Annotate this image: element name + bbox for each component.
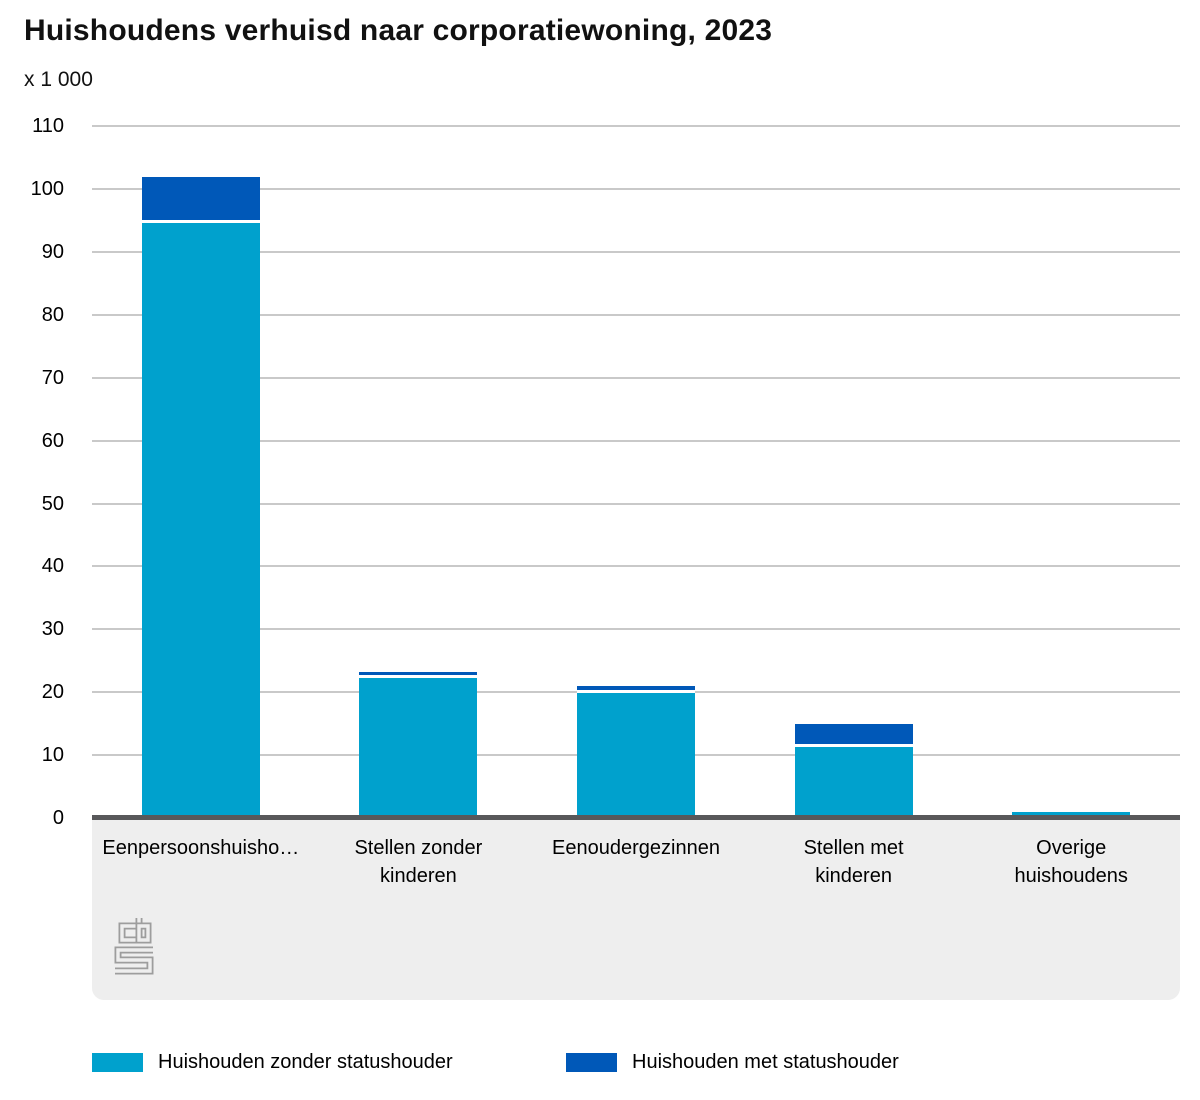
bar-2-segment-zonder-statushouder[interactable] — [577, 692, 695, 815]
chart-footer-panel — [92, 820, 1180, 1000]
gridline-y-90 — [92, 250, 1180, 253]
bar-2-segment-divider — [577, 690, 695, 694]
y-axis-tick-100: 100 — [30, 178, 64, 200]
gridline-y-70 — [92, 376, 1180, 379]
bar-3-segment-met-statushouder[interactable] — [794, 723, 913, 746]
legend-label-zonder: Huishouden zonder statushouder — [158, 1051, 453, 1073]
legend-swatch-zonder-icon — [92, 1052, 143, 1072]
y-axis-tick-110: 110 — [32, 115, 64, 138]
chart-title: Huishoudens verhuisd naar corporatiewoni… — [24, 14, 773, 47]
bar-1-segment-met-statushouder[interactable] — [359, 672, 478, 677]
y-axis-tick-20: 20 — [41, 681, 64, 704]
y-axis-tick-70: 70 — [41, 366, 64, 389]
bar-1-segment-zonder-statushouder[interactable] — [359, 676, 478, 815]
y-axis-tick-30: 30 — [41, 618, 64, 641]
gridline-y-30 — [92, 628, 1180, 631]
x-axis-label-3: Stellen met kinderen — [803, 837, 904, 887]
y-axis-tick-90: 90 — [41, 240, 64, 263]
y-axis-tick-60: 60 — [41, 429, 64, 452]
x-axis-label-1: Stellen zonder kinderen — [354, 837, 483, 887]
x-axis-label-2: Eenoudergezinnen — [552, 837, 720, 859]
legend-label-met: Huishouden met statushouder — [632, 1051, 899, 1073]
unit-label: x 1 000 — [24, 68, 93, 91]
gridline-y-40 — [92, 565, 1180, 568]
gridline-y-100 — [92, 188, 1180, 190]
gridline-y-80 — [92, 313, 1180, 316]
bar-3-segment-divider — [794, 743, 913, 747]
x-axis-line — [92, 815, 1180, 820]
gridline-y-50 — [92, 502, 1180, 505]
bar-0-segment-zonder-statushouder[interactable] — [141, 222, 260, 815]
y-axis-tick-50: 50 — [41, 492, 64, 515]
legend-item-zonder-statushouder[interactable]: Huishouden zonder statushouder — [92, 1048, 453, 1076]
x-axis-label-4: Overige huishoudens — [1014, 837, 1128, 887]
bar-0-segment-divider — [141, 220, 260, 224]
cbs-logo-icon — [114, 918, 154, 975]
bar-3-segment-zonder-statushouder[interactable] — [794, 745, 913, 815]
bar-4-segment-zonder-statushouder[interactable] — [1012, 810, 1131, 815]
bar-2-segment-met-statushouder[interactable] — [577, 686, 695, 693]
y-axis-tick-10: 10 — [41, 744, 64, 767]
y-axis-tick-80: 80 — [41, 303, 64, 326]
x-axis-label-0: Eenpersoonshuisho… — [102, 837, 300, 859]
bar-0-segment-met-statushouder[interactable] — [141, 177, 260, 223]
legend-swatch-met-icon — [566, 1052, 617, 1072]
y-axis-tick-40: 40 — [41, 555, 64, 578]
bar-1-segment-divider — [359, 674, 478, 678]
legend: Huishouden zonder statushouder Huishoude… — [0, 1048, 1200, 1078]
y-axis-tick-0: 0 — [52, 807, 64, 829]
bar-4-segment-divider — [1012, 808, 1131, 812]
gridline-y-60 — [92, 439, 1180, 442]
legend-item-met-statushouder[interactable]: Huishouden met statushouder — [566, 1048, 899, 1076]
gridline-y-110 — [92, 125, 1180, 128]
